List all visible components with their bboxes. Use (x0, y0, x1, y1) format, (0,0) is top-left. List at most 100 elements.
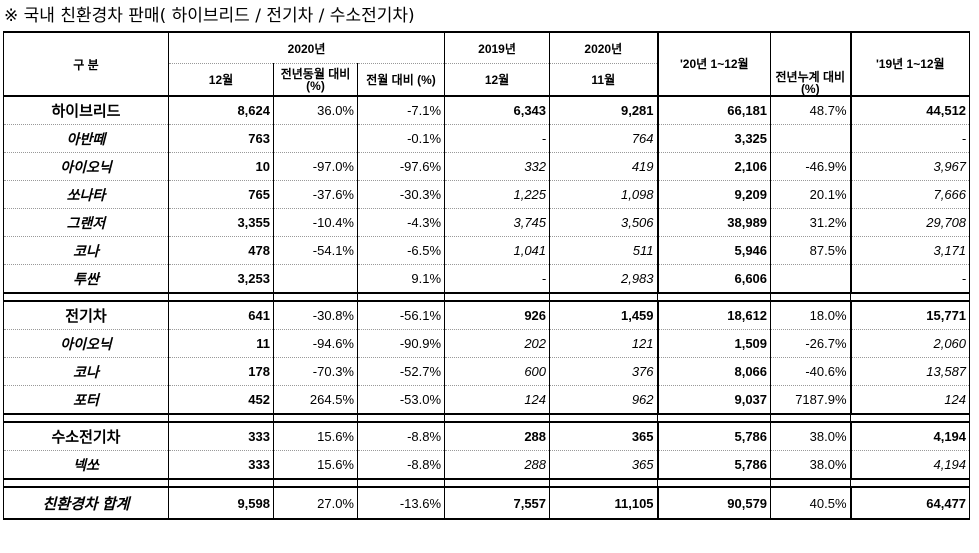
cell-value: -0.1% (356, 124, 446, 153)
cell-value: -40.6% (770, 357, 852, 386)
header-yoy-month: 전년동월 대비 (%) (273, 63, 358, 97)
table-row: 넥쏘 333 15.6% -8.8% 288 365 5,786 38.0% 4,194 (3, 450, 971, 480)
cell-value (770, 264, 852, 294)
cell-value: - (850, 124, 971, 153)
table-row: 그랜저 3,355 -10.4% -4.3% 3,745 3,506 38,989 31.2%… (3, 208, 971, 237)
header-ytd-yoy: 전년누계 대비 (%) (770, 31, 852, 97)
table-row: 전기차 641 -30.8% -56.1% 926 1,459 18,612 18.0% 15,… (3, 300, 971, 330)
cell-value: 13,587 (850, 357, 971, 386)
page-title: ※ 국내 친환경차 판매( 하이브리드 / 전기차 / 수소전기차) (4, 6, 415, 26)
table-row: 아이오닉 10 -97.0% -97.6% 332 419 2,106 -46.9% 3,967 (3, 152, 971, 181)
cell-value: 511 (549, 236, 659, 265)
cell-value: 3,171 (850, 236, 971, 265)
cell-value: -10.4% (273, 208, 358, 237)
cell-value: 764 (549, 124, 659, 153)
cell-value: 264.5% (273, 385, 358, 415)
cell-value: 926 (444, 300, 551, 330)
table-row: 투싼 3,253 9.1% -2,983 6,606- (3, 264, 971, 294)
row-label: 아이오닉 (3, 329, 169, 358)
cell-value (770, 124, 852, 153)
header-2019-12m: 12월 (444, 63, 551, 97)
row-label: 포터 (3, 385, 169, 415)
cell-value: 38.0% (770, 421, 852, 451)
header-row-2: 12월 전년동월 대비 (%) 전월 대비 (%) 12월 11월 (4, 63, 970, 97)
row-label: 코나 (3, 236, 169, 265)
table-row: 쏘나타 765 -37.6% -30.3% 1,225 1,098 9,209 20.1% 7,… (3, 180, 971, 209)
cell-value: 29,708 (850, 208, 971, 237)
cell-value: 1,041 (444, 236, 551, 265)
cell-value: 763 (168, 124, 274, 153)
cell-value: 962 (549, 385, 659, 415)
cell-value: -30.8% (273, 300, 358, 330)
cell-value: 8,066 (656, 357, 772, 386)
cell-value: -46.9% (770, 152, 852, 181)
cell-value: 1,459 (549, 300, 659, 330)
cell-value: 2,060 (850, 329, 971, 358)
cell-value: 4,194 (850, 421, 971, 451)
cell-value: -37.6% (273, 180, 358, 209)
cell-value: 600 (444, 357, 551, 386)
header-ytd-2019: '19년 1~12월 (850, 31, 971, 97)
cell-value: - (444, 124, 551, 153)
cell-value: 5,786 (656, 450, 772, 480)
cell-value: 44,512 (850, 95, 971, 125)
cell-value: 18,612 (656, 300, 772, 330)
cell-value: -4.3% (356, 208, 446, 237)
cell-value: 4,194 (850, 450, 971, 480)
table-row: 아이오닉 11 -94.6% -90.9% 202 121 1,509 -26.7% 2,060 (3, 329, 971, 358)
table-row: 포터 452 264.5% -53.0% 124 962 9,037 7187.9% 124 (3, 385, 971, 415)
cell-value: 288 (444, 421, 551, 451)
cell-value: 121 (549, 329, 659, 358)
cell-value: 1,225 (444, 180, 551, 209)
cell-value: 5,786 (656, 421, 772, 451)
cell-value: 3,506 (549, 208, 659, 237)
cell-value: 31.2% (770, 208, 852, 237)
table-row: 아반떼 763 -0.1% -764 3,325- (3, 124, 971, 153)
cell-value: 18.0% (770, 300, 852, 330)
cell-value: -13.6% (356, 486, 446, 520)
table-row: 코나 478 -54.1% -6.5% 1,041 511 5,946 87.5% 3,171 (3, 236, 971, 265)
cell-value: 40.5% (770, 486, 852, 520)
cell-value: - (850, 264, 971, 294)
cell-value: 9,037 (656, 385, 772, 415)
table-row: 수소전기차 333 15.6% -8.8% 288 365 5,786 38.0% 4,194 (3, 421, 971, 451)
cell-value: 3,355 (168, 208, 274, 237)
cell-value: 9,281 (549, 95, 659, 125)
cell-value: 48.7% (770, 95, 852, 125)
cell-value: 66,181 (656, 95, 772, 125)
cell-value: 38,989 (656, 208, 772, 237)
cell-value: 478 (168, 236, 274, 265)
cell-value: -52.7% (356, 357, 446, 386)
row-label: 수소전기차 (3, 421, 169, 451)
cell-value: 9,598 (168, 486, 274, 520)
cell-value: 3,253 (168, 264, 274, 294)
cell-value: 15.6% (273, 450, 358, 480)
row-label: 투싼 (3, 264, 169, 294)
cell-value: 765 (168, 180, 274, 209)
header-category: 구 분 (3, 31, 169, 97)
cell-value: -90.9% (356, 329, 446, 358)
cell-value: 6,343 (444, 95, 551, 125)
cell-value: -54.1% (273, 236, 358, 265)
cell-value: 333 (168, 450, 274, 480)
cell-value: 1,509 (656, 329, 772, 358)
header-2019: 2019년 (444, 31, 551, 64)
cell-value: 36.0% (273, 95, 358, 125)
cell-value: 6,606 (656, 264, 772, 294)
cell-value: 365 (549, 450, 659, 480)
cell-value: 452 (168, 385, 274, 415)
cell-value: 288 (444, 450, 551, 480)
cell-value (273, 264, 358, 294)
row-label: 코나 (3, 357, 169, 386)
cell-value: 3,967 (850, 152, 971, 181)
cell-value: 2,106 (656, 152, 772, 181)
cell-value: 7,557 (444, 486, 551, 520)
cell-value: 124 (850, 385, 971, 415)
cell-value: 332 (444, 152, 551, 181)
cell-value: 7187.9% (770, 385, 852, 415)
cell-value: 15.6% (273, 421, 358, 451)
cell-value: 8,624 (168, 95, 274, 125)
cell-value: -7.1% (356, 95, 446, 125)
cell-value: 87.5% (770, 236, 852, 265)
cell-value: 333 (168, 421, 274, 451)
